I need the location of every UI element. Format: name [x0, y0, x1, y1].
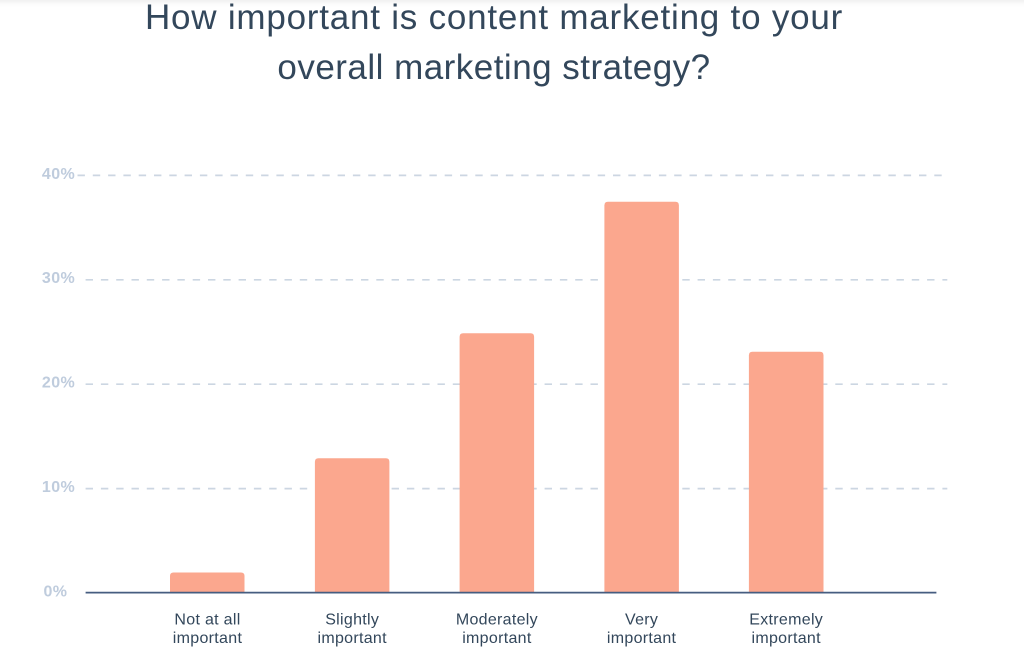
svg-text:30%: 30% — [42, 270, 75, 287]
svg-text:important: important — [607, 630, 677, 647]
svg-text:overall marketing strategy?: overall marketing strategy? — [277, 48, 710, 87]
svg-text:0%: 0% — [44, 583, 68, 600]
svg-text:40%: 40% — [42, 166, 75, 183]
svg-text:Moderately: Moderately — [456, 611, 538, 628]
svg-text:Not at all: Not at all — [174, 611, 240, 628]
svg-text:Slightly: Slightly — [325, 611, 379, 628]
svg-text:Very: Very — [625, 611, 658, 628]
svg-text:Extremely: Extremely — [749, 611, 823, 628]
svg-text:10%: 10% — [42, 479, 75, 496]
svg-text:20%: 20% — [42, 375, 75, 392]
svg-text:important: important — [751, 630, 821, 647]
svg-text:important: important — [317, 630, 387, 647]
svg-text:important: important — [462, 630, 532, 647]
svg-text:important: important — [173, 630, 243, 647]
svg-text:How important is content marke: How important is content marketing to yo… — [145, 0, 843, 37]
